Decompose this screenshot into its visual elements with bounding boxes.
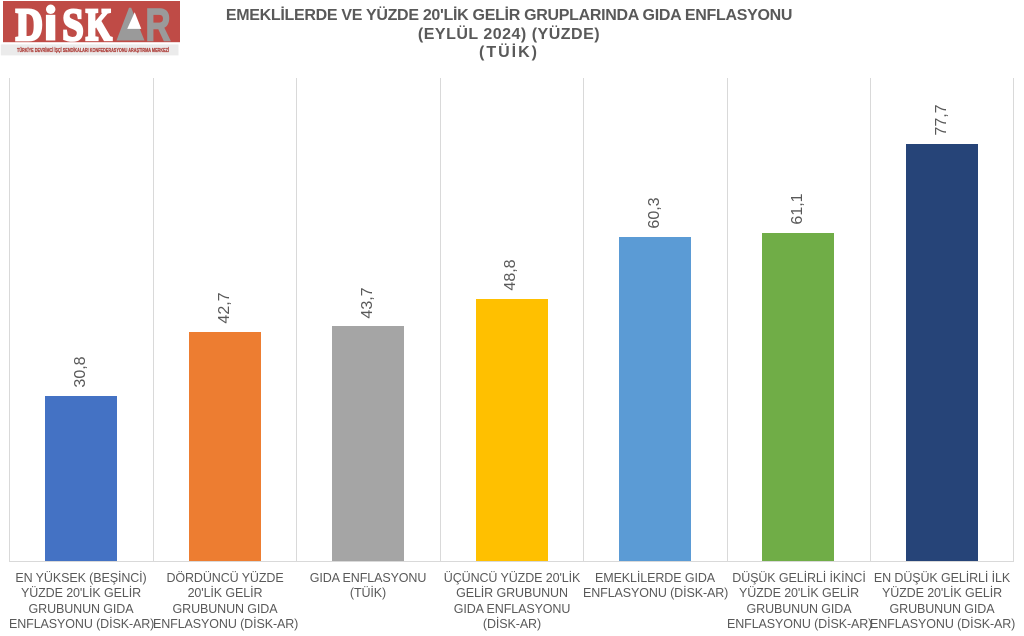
svg-text:S: S [62,0,83,51]
svg-text:R: R [146,0,171,50]
svg-text:K: K [86,0,113,50]
svg-text:D: D [16,1,43,51]
svg-text:TÜRKİYE DEVRİMCİ İŞÇİ SENDİKAL: TÜRKİYE DEVRİMCİ İŞÇİ SENDİKALARI KONFED… [17,47,169,54]
